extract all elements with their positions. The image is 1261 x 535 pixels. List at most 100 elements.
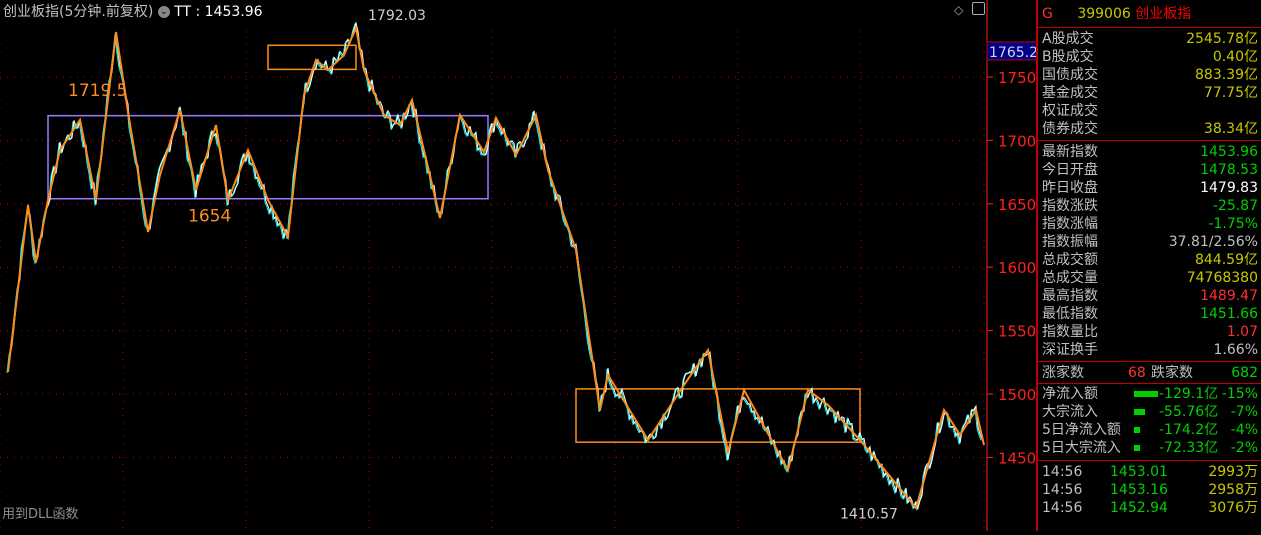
- turnover-row: B股成交 0.40亿: [1038, 48, 1261, 66]
- turnover-value: 77.75亿: [1203, 85, 1258, 101]
- turnover-value: 2545.78亿: [1186, 31, 1258, 47]
- box-purple: [47, 114, 489, 200]
- turnover-label: 权证成交: [1042, 103, 1098, 119]
- turnover-label: 国债成交: [1042, 67, 1098, 83]
- turnover-row: 基金成交 77.75亿: [1038, 84, 1261, 102]
- stat-row: 总成交量 74768380: [1038, 269, 1261, 287]
- index-name: 创业板指: [3, 4, 59, 20]
- tick-time: 14:56: [1042, 500, 1083, 516]
- stat-value: 37.81/2.56%: [1168, 234, 1258, 250]
- down-count-label: 跌家数: [1151, 365, 1193, 381]
- stat-row: 指数涨幅 -1.75%: [1038, 215, 1261, 233]
- tick-time: 14:56: [1042, 464, 1083, 480]
- chart-title: 创业板指(5分钟.前复权) ⌄ TT : 1453.96: [3, 4, 263, 20]
- y-tick-label: 1500: [998, 386, 1036, 404]
- tick-volume: 2993万: [1208, 464, 1258, 480]
- flow-label: 5日大宗流入: [1042, 440, 1121, 456]
- turnover-value: 0.40亿: [1212, 49, 1258, 65]
- stat-row: 深证换手 1.66%: [1038, 341, 1261, 359]
- flow-amount: -174.2亿: [1159, 422, 1219, 438]
- flow-row: 大宗流入 -55.76亿 -7%: [1038, 403, 1261, 421]
- flow-row: 5日净流入额 -174.2亿 -4%: [1038, 421, 1261, 439]
- stat-row: 最新指数 1453.96: [1038, 143, 1261, 161]
- flow-label: 5日净流入额: [1042, 422, 1121, 438]
- flow-pct: -2%: [1230, 440, 1258, 456]
- zigzag-line: [7, 24, 985, 511]
- kline-chart[interactable]: 1750 1700 1650 1600 1550 1500 1450 1719.5 1654 17…: [0, 0, 1038, 531]
- price-annotation: 1654: [188, 207, 231, 227]
- flow-bar: [1134, 427, 1141, 433]
- stat-row: 总成交额 844.59亿: [1038, 251, 1261, 269]
- stat-value: 1479.83: [1200, 180, 1258, 196]
- chart-canvas[interactable]: 1750 1700 1650 1600 1550 1500 1450 1719.5 1654 17…: [0, 0, 1038, 531]
- tick-price: 1453.16: [1110, 482, 1168, 498]
- tick-volume: 2958万: [1208, 482, 1258, 498]
- stat-value: 1451.66: [1200, 306, 1258, 322]
- stat-label: 最新指数: [1042, 144, 1098, 160]
- stat-row: 指数量比 1.07: [1038, 323, 1261, 341]
- indicator-name: TT: [174, 4, 192, 20]
- code: 399006: [1077, 6, 1131, 22]
- stat-label: 今日开盘: [1042, 162, 1098, 178]
- code-prefix: G: [1042, 6, 1053, 22]
- turnover-row: 债券成交 38.34亿: [1038, 120, 1261, 138]
- stat-value: 1453.96: [1200, 144, 1258, 160]
- flow-label: 大宗流入: [1042, 404, 1098, 420]
- y-tick-label: 1700: [998, 132, 1036, 150]
- breadth-row: 涨家数 68 跌家数 682: [1038, 361, 1261, 383]
- stat-label: 指数涨幅: [1042, 216, 1098, 232]
- stat-label: 总成交量: [1042, 270, 1098, 286]
- stat-value: 1.07: [1226, 324, 1258, 340]
- y-tick-label: 1650: [998, 196, 1036, 214]
- tick-row: 14:56 1453.01 2993万: [1038, 463, 1261, 481]
- panel-toggle-icon[interactable]: [972, 2, 985, 15]
- stat-label: 深证换手: [1042, 342, 1098, 358]
- up-count: 68: [1128, 365, 1146, 381]
- chevron-down-icon[interactable]: ⌄: [157, 6, 170, 18]
- stat-row: 最高指数 1489.47: [1038, 287, 1261, 305]
- y-tick-label: 1450: [998, 449, 1036, 467]
- turnover-value: 883.39亿: [1195, 67, 1258, 83]
- down-count: 682: [1231, 365, 1258, 381]
- indicator-value: 1453.96: [204, 4, 263, 20]
- up-count-label: 涨家数: [1042, 365, 1084, 381]
- flow-label: 净流入额: [1042, 386, 1098, 402]
- flow-pct: -15%: [1221, 386, 1258, 402]
- stat-value: -1.75%: [1208, 216, 1258, 232]
- flow-row: 净流入额 -129.1亿 -15%: [1038, 385, 1261, 403]
- stat-label: 总成交额: [1042, 252, 1098, 268]
- stat-label: 昨日收盘: [1042, 180, 1098, 196]
- flow-amount: -129.1亿: [1159, 386, 1219, 402]
- tick-price: 1453.01: [1110, 464, 1168, 480]
- stat-row: 指数涨跌 -25.87: [1038, 197, 1261, 215]
- tick-row: 14:56 1452.94 3076万: [1038, 499, 1261, 517]
- stat-label: 最低指数: [1042, 306, 1098, 322]
- flow-amount: -72.33亿: [1159, 440, 1219, 456]
- stat-row: 最低指数 1451.66: [1038, 305, 1261, 323]
- y-tick-label: 1600: [998, 259, 1036, 277]
- stat-label: 指数涨跌: [1042, 198, 1098, 214]
- turnover-row: A股成交 2545.78亿: [1038, 30, 1261, 48]
- diamond-icon[interactable]: ◇: [954, 3, 964, 17]
- stat-value: 1.66%: [1213, 342, 1258, 358]
- flow-bar: [1134, 391, 1158, 397]
- tick-volume: 3076万: [1208, 500, 1258, 516]
- stat-row: 指数振幅 37.81/2.56%: [1038, 233, 1261, 251]
- stat-value: -25.87: [1212, 198, 1258, 214]
- box-orange: [575, 388, 861, 443]
- flow-amount: -55.76亿: [1159, 404, 1219, 420]
- turnover-label: A股成交: [1042, 31, 1094, 47]
- price-annotation: 1410.57: [840, 506, 898, 522]
- y-tick-label: 1550: [998, 323, 1036, 341]
- tick-time: 14:56: [1042, 482, 1083, 498]
- quote-panel: G 399006 创业板指 A股成交 2545.78亿 B股成交 0.40亿 国债成交 8…: [1036, 0, 1261, 531]
- price-line-shadow: [6, 22, 982, 512]
- flow-pct: -7%: [1230, 404, 1258, 420]
- stat-label: 指数量比: [1042, 324, 1098, 340]
- flow-bar: [1134, 409, 1146, 415]
- tick-row: 14:56 1453.16 2958万: [1038, 481, 1261, 499]
- current-price-label: 1765.2: [989, 45, 1037, 61]
- flow-pct: -4%: [1230, 422, 1258, 438]
- flow-row: 5日大宗流入 -72.33亿 -2%: [1038, 439, 1261, 457]
- tick-price: 1452.94: [1110, 500, 1168, 516]
